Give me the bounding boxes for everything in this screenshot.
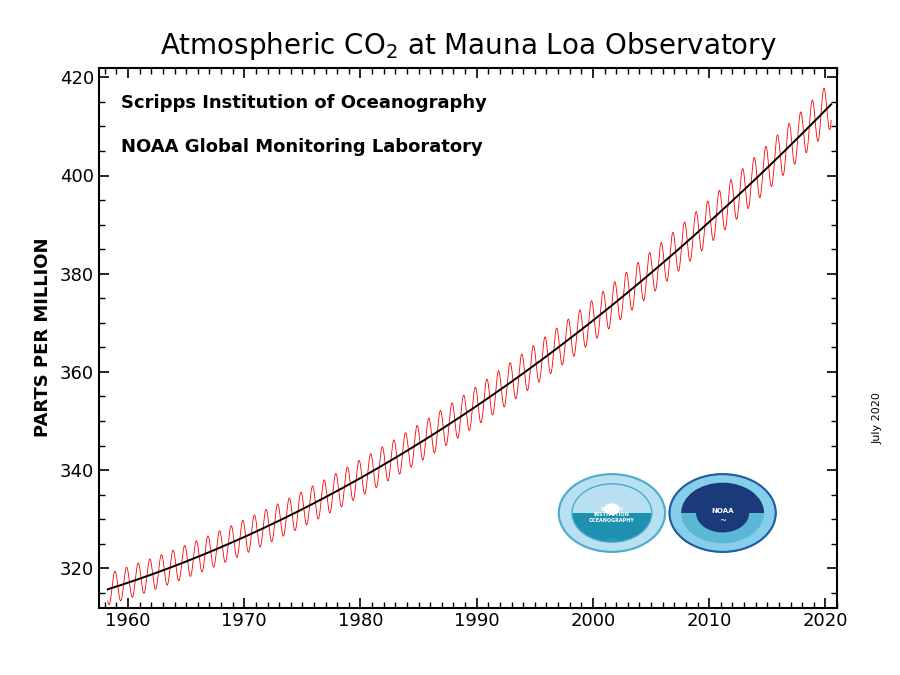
Wedge shape	[572, 513, 652, 542]
Text: NOAA: NOAA	[711, 508, 733, 514]
Text: Scripps Institution of Oceanography: Scripps Institution of Oceanography	[122, 95, 487, 113]
Circle shape	[696, 493, 749, 533]
Text: NOAA Global Monitoring Laboratory: NOAA Global Monitoring Laboratory	[122, 138, 483, 156]
Text: July 2020: July 2020	[872, 393, 883, 444]
Circle shape	[604, 504, 620, 515]
Y-axis label: PARTS PER MILLION: PARTS PER MILLION	[33, 238, 51, 437]
Text: SCRIPPS
INSTITUTION
OCEANOGRAPHY: SCRIPPS INSTITUTION OCEANOGRAPHY	[589, 507, 634, 523]
Wedge shape	[681, 513, 764, 543]
Text: UCSD: UCSD	[606, 538, 617, 542]
Title: Atmospheric CO$_2$ at Mauna Loa Observatory: Atmospheric CO$_2$ at Mauna Loa Observat…	[159, 30, 777, 61]
Circle shape	[670, 474, 776, 552]
Text: ~: ~	[719, 516, 726, 525]
Circle shape	[559, 474, 665, 552]
Wedge shape	[681, 483, 764, 513]
